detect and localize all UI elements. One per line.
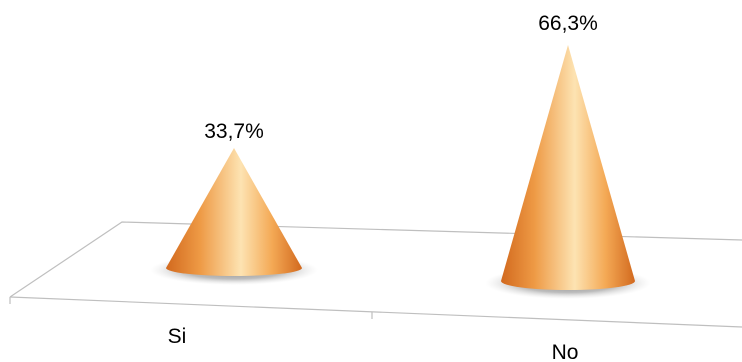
data-label-si: 33,7% — [204, 120, 264, 143]
cone-series — [150, 45, 651, 299]
category-label-si: Si — [168, 325, 187, 348]
chart-floor-front — [9, 296, 742, 328]
cone-bar-si — [166, 148, 302, 276]
cone-bar-no — [501, 45, 635, 290]
data-label-no: 66,3% — [538, 12, 598, 35]
category-label-no: No — [552, 341, 579, 362]
